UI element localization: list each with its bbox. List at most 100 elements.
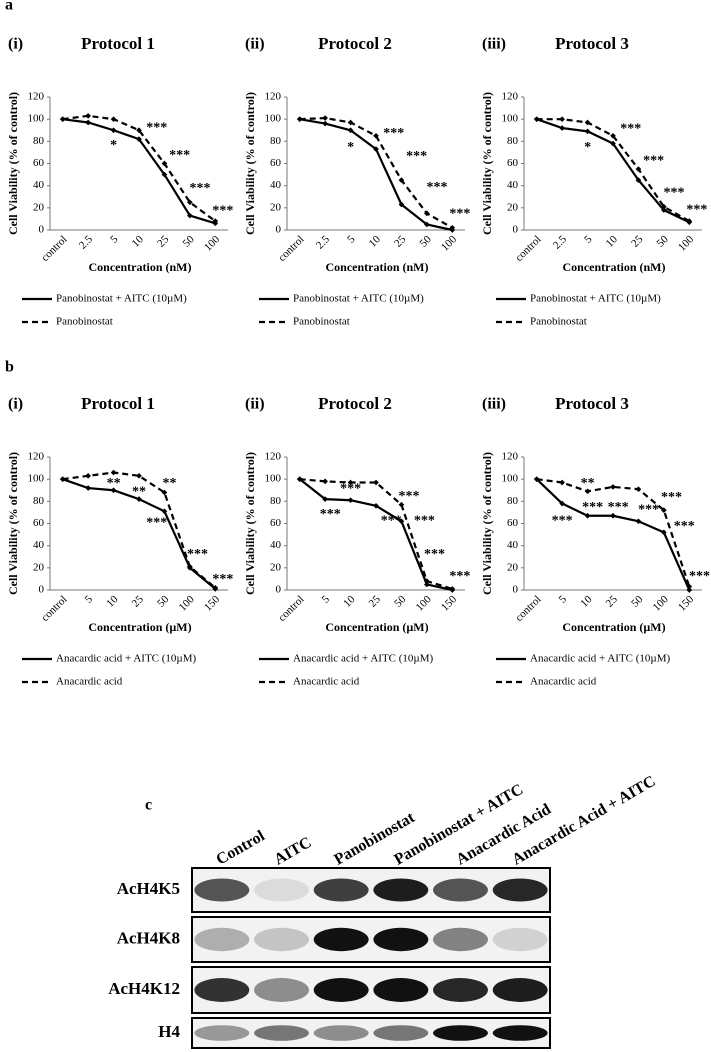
point — [187, 212, 193, 219]
chart-title: Protocol 3 — [555, 394, 629, 413]
y-tick-label: 100 — [28, 113, 45, 125]
y-tick-label: 100 — [502, 473, 519, 485]
lane-label: Control — [213, 827, 268, 869]
point — [635, 486, 642, 492]
significance: ** — [132, 485, 146, 500]
point — [110, 487, 117, 494]
blot-band — [313, 878, 369, 902]
point — [347, 127, 354, 134]
blot-band — [254, 1025, 309, 1041]
x-axis-label: Concentration (nM) — [326, 260, 429, 274]
x-tick-label: 50 — [155, 593, 172, 610]
chart-label: (iii) — [482, 396, 506, 413]
point — [347, 497, 354, 504]
point — [161, 489, 168, 496]
series-line — [62, 118, 216, 225]
blot-band — [254, 978, 309, 1002]
y-tick-label: 100 — [502, 113, 519, 125]
blot-frame — [191, 867, 551, 913]
blot-band — [373, 878, 429, 902]
significance: *** — [146, 120, 167, 135]
y-axis-label: Cell Viability (% of control) — [480, 92, 494, 235]
point — [59, 116, 66, 122]
x-tick-label: 50 — [392, 593, 409, 610]
point — [161, 171, 168, 178]
blot-band — [254, 878, 309, 902]
x-tick-label: 10 — [104, 593, 121, 610]
point — [322, 478, 328, 485]
point — [559, 125, 565, 131]
point — [59, 476, 66, 482]
blot-frame — [191, 1017, 551, 1049]
y-tick-label: 0 — [276, 584, 282, 596]
chart: (i) Protocol 1 0 20 40 60 80 100 120 Cell Viabili… — [6, 34, 234, 328]
y-tick-label: 120 — [28, 451, 45, 463]
point — [373, 502, 379, 509]
point — [110, 127, 117, 134]
point — [136, 136, 142, 142]
panel-label: c — [145, 797, 152, 814]
y-tick-label: 80 — [270, 495, 282, 507]
row-label: AcH4K5 — [117, 879, 180, 898]
point — [449, 224, 456, 231]
significance: *** — [638, 502, 659, 517]
blot-band — [313, 978, 369, 1002]
y-tick-label: 120 — [502, 91, 519, 103]
blot-band — [433, 878, 488, 902]
significance: *** — [383, 126, 404, 141]
significance: *** — [552, 514, 573, 529]
x-tick-label: 2.5 — [314, 233, 333, 252]
point — [296, 116, 303, 122]
x-tick-label: 5 — [320, 593, 333, 606]
chart-label: (ii) — [245, 396, 265, 413]
legend-label: Anacardic acid + AITC (10µM) — [293, 653, 434, 665]
y-tick-label: 80 — [507, 135, 519, 147]
point — [559, 116, 565, 122]
row-label: AcH4K8 — [117, 928, 180, 947]
legend-label: Anacardic acid — [293, 676, 360, 688]
x-tick-label: 5 — [582, 233, 595, 246]
x-tick-label: 5 — [345, 233, 358, 246]
significance: *** — [169, 148, 190, 163]
blot-band — [492, 878, 548, 902]
chart-title: Protocol 3 — [555, 34, 629, 53]
x-tick-label: 25 — [130, 593, 147, 610]
y-tick-label: 80 — [270, 135, 282, 147]
y-tick-label: 20 — [33, 561, 45, 573]
y-axis-label: Cell Viability (% of control) — [243, 452, 257, 595]
y-tick-label: 100 — [265, 113, 282, 125]
chart-label: (ii) — [245, 36, 265, 53]
x-tick-label: control — [513, 593, 544, 624]
legend-label: Anacardic acid — [530, 676, 597, 688]
significance: *** — [381, 514, 402, 529]
legend-label: Anacardic acid + AITC (10µM) — [530, 653, 671, 665]
point — [161, 160, 168, 167]
blot-band — [373, 1025, 429, 1041]
blot-band — [492, 1025, 548, 1041]
y-tick-label: 20 — [270, 201, 282, 213]
legend-label: Panobinostat — [293, 316, 350, 328]
y-tick-label: 40 — [33, 539, 45, 551]
panel-label: b — [5, 359, 14, 376]
y-tick-label: 40 — [270, 179, 282, 191]
significance: *** — [427, 180, 448, 195]
significance: ** — [581, 476, 595, 491]
legend-label: Panobinostat + AITC (10µM) — [293, 293, 424, 305]
blot-band — [194, 978, 250, 1002]
y-tick-label: 120 — [265, 451, 282, 463]
y-tick-label: 40 — [33, 179, 45, 191]
y-axis-label: Cell Viability (% of control) — [6, 452, 20, 595]
x-tick-label: 50 — [418, 233, 435, 250]
blot-band — [433, 978, 488, 1002]
y-tick-label: 0 — [39, 584, 45, 596]
x-axis-label: Concentration (nM) — [89, 260, 192, 274]
lane-label: AITC — [271, 834, 314, 869]
x-tick-label: 150 — [439, 593, 460, 614]
significance: *** — [399, 489, 420, 504]
y-tick-label: 40 — [507, 539, 519, 551]
x-tick-label: control — [276, 233, 307, 264]
significance: * — [347, 140, 354, 155]
x-tick-label: 10 — [341, 593, 358, 610]
y-axis-label: Cell Viability (% of control) — [243, 92, 257, 235]
